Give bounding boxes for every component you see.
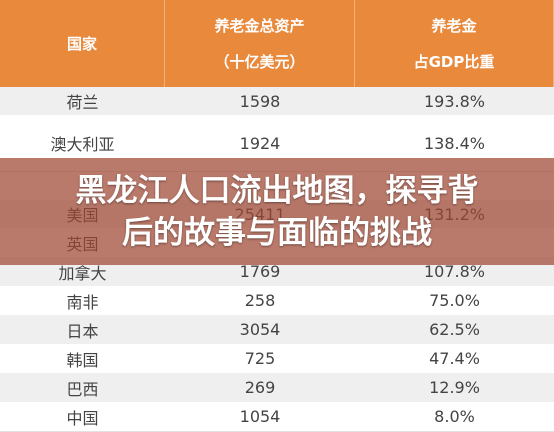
table-row: 南非 258 75.0% xyxy=(0,286,554,316)
header-text: 养老金总资产 xyxy=(214,17,305,36)
table-cell: 韩国 xyxy=(66,350,99,370)
table-cell: 日本 xyxy=(66,321,99,341)
table-row: 巴西 269 12.9% xyxy=(0,373,554,403)
table-cell: 75.0% xyxy=(429,291,480,310)
table-cell: 1924 xyxy=(239,133,281,153)
table-cell: 47.4% xyxy=(429,349,480,368)
table-cell: 107.8% xyxy=(423,262,485,281)
header-text: 国家 xyxy=(66,35,97,53)
table-cell: 12.9% xyxy=(429,378,480,397)
table-cell: 澳大利亚 xyxy=(50,135,115,154)
table-cell: 193.8% xyxy=(423,91,485,111)
table-cell: 3054 xyxy=(239,320,281,339)
header-text: （十亿美元） xyxy=(214,52,305,71)
table-cell: 1054 xyxy=(239,407,281,426)
header-text: 养老金 xyxy=(431,17,477,36)
table-cell: 加拿大 xyxy=(58,263,107,283)
table-cell: 巴西 xyxy=(66,379,99,399)
table-cell: 269 xyxy=(244,378,276,397)
header-cell: 国家 xyxy=(0,0,165,87)
table-cell: 南非 xyxy=(66,292,99,312)
table-row: 荷兰 1598 193.8% xyxy=(0,87,554,116)
table-cell: 1598 xyxy=(239,91,281,111)
banner-title: 后的故事与面临的挑战 xyxy=(122,214,432,251)
table-cell: 1769 xyxy=(239,262,281,281)
table-cell: 62.5% xyxy=(429,320,480,339)
table-cell: 中国 xyxy=(66,408,99,428)
table-cell: 258 xyxy=(244,291,276,310)
table-row: 日本 3054 62.5% xyxy=(0,315,554,345)
header-cell: 养老金占GDP比重 xyxy=(355,0,554,87)
header-cell: 养老金总资产 （十亿美元） xyxy=(165,0,355,87)
table-cell: 8.0% xyxy=(434,407,475,426)
table-row: 中国 1054 8.0% xyxy=(0,402,554,432)
table-cell: 138.4% xyxy=(423,133,485,153)
table-row: 韩国 725 47.4% xyxy=(0,344,554,374)
banner-title: 黑龙江人口流出地图，探寻背 xyxy=(75,172,479,209)
table-cell: 荷兰 xyxy=(66,93,99,112)
table-cell: 725 xyxy=(244,349,276,368)
banner: 黑龙江人口流出地图，探寻背 后的故事与面临的挑战 xyxy=(0,158,554,265)
header-text: 占GDP比重 xyxy=(413,52,495,71)
